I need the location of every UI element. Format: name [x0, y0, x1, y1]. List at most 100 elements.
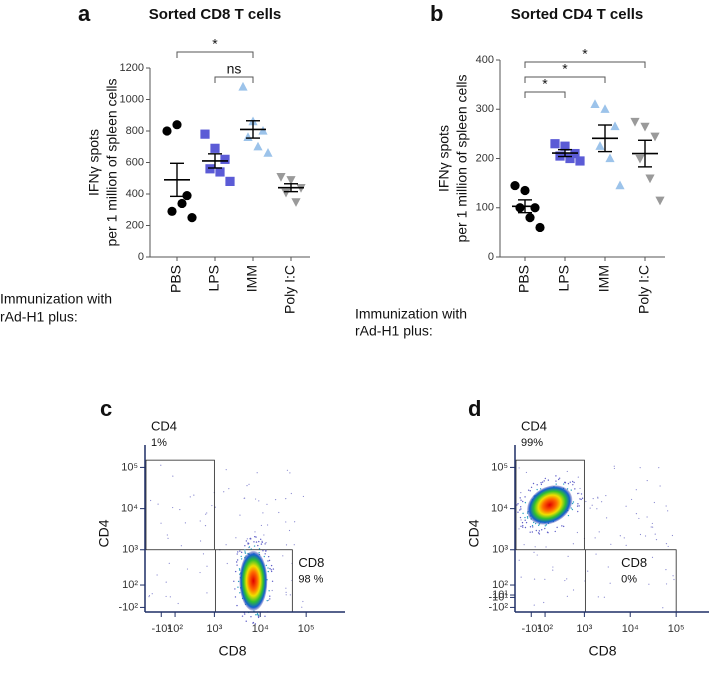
event-dot: [160, 522, 162, 524]
dot: [205, 164, 215, 174]
event-dot: [536, 488, 538, 491]
x-tick-label: LPS: [206, 265, 222, 291]
event-dot: [527, 489, 530, 491]
event-dot: [662, 607, 664, 609]
y-tick-label: -10²: [488, 601, 508, 613]
event-dot: [536, 554, 538, 556]
significance-label: *: [542, 76, 548, 92]
event-dot: [250, 615, 252, 618]
event-dot: [650, 526, 652, 528]
event-dot: [571, 480, 574, 483]
event-dot: [234, 570, 237, 573]
event-dot: [533, 551, 535, 553]
dot: [640, 122, 650, 132]
event-dot: [241, 615, 244, 617]
event-dot: [285, 591, 287, 593]
event-dot: [639, 533, 642, 536]
event-dot: [166, 534, 168, 536]
event-dot: [199, 571, 201, 574]
event-dot: [629, 579, 631, 582]
event-dot: [302, 495, 305, 498]
panel-letter: d: [468, 396, 481, 421]
event-dot: [150, 499, 152, 502]
event-dot: [263, 555, 265, 558]
significance-bracket: [214, 76, 254, 83]
event-dot: [572, 483, 574, 486]
event-dot: [254, 531, 256, 533]
dot: [215, 167, 225, 177]
event-dot: [302, 600, 304, 603]
event-dot: [264, 543, 266, 545]
event-dot: [532, 482, 535, 485]
event-dot: [596, 508, 598, 510]
event-dot: [591, 504, 593, 506]
event-dot: [254, 498, 257, 500]
event-dot: [206, 565, 208, 567]
dot: [177, 198, 187, 209]
dot: [565, 153, 575, 164]
event-dot: [651, 526, 654, 528]
event-dot: [157, 503, 159, 505]
event-dot: [576, 505, 579, 507]
event-dot: [573, 481, 575, 484]
event-dot: [532, 521, 535, 524]
gate-name: CD8: [621, 555, 647, 570]
event-dot: [223, 491, 225, 493]
gate-percent: 98 %: [298, 574, 323, 586]
x-tick-label: 10³: [576, 623, 592, 635]
event-dot: [585, 500, 587, 503]
event-dot: [234, 588, 236, 590]
x-tick-label: IMM: [244, 265, 260, 292]
event-dot: [589, 507, 591, 509]
event-dot: [540, 483, 543, 486]
event-dot: [630, 498, 633, 501]
event-dot: [539, 488, 542, 490]
event-dot: [186, 568, 189, 570]
event-dot: [562, 483, 565, 485]
event-dot: [240, 558, 243, 560]
panel-letter: c: [100, 396, 112, 421]
event-dot: [265, 542, 267, 544]
event-dot: [288, 529, 291, 532]
event-dot: [193, 494, 195, 496]
event-dot: [206, 592, 208, 594]
event-dot: [268, 559, 271, 562]
event-dot: [613, 465, 615, 467]
event-dot: [272, 568, 275, 570]
event-dot: [261, 541, 263, 543]
event-dot: [572, 501, 575, 503]
event-dot: [530, 486, 533, 489]
y-axis-label: IFNγ spots: [86, 129, 102, 196]
x-tick-label: -10¹: [151, 623, 171, 635]
event-dot: [572, 543, 574, 545]
event-dot: [524, 501, 527, 504]
x-axis-label: rAd-H1 plus:: [0, 309, 78, 325]
event-dot: [646, 516, 648, 518]
event-dot: [285, 498, 287, 500]
dot: [182, 190, 192, 201]
event-dot: [561, 525, 563, 527]
event-dot: [204, 525, 207, 527]
event-dot: [580, 498, 582, 501]
event-dot: [654, 533, 656, 535]
y-tick-label: -10²: [118, 601, 138, 613]
y-tick-label: 200: [476, 152, 494, 164]
dot: [515, 203, 525, 213]
y-tick-label: 800: [126, 125, 144, 137]
y-axis-label: per 1 million of spleen cells: [104, 78, 120, 246]
event-dot: [254, 535, 256, 538]
gate-name: CD8: [298, 555, 324, 570]
x-tick-label: 10⁵: [298, 623, 315, 635]
event-dot: [526, 516, 529, 518]
event-dot: [546, 531, 549, 533]
dot: [560, 141, 570, 151]
event-dot: [540, 481, 542, 484]
event-dot: [555, 480, 557, 482]
event-dot: [248, 546, 251, 548]
dot: [167, 206, 177, 216]
x-tick-label: 10²: [537, 623, 553, 635]
event-dot: [562, 525, 565, 528]
event-dot: [257, 614, 260, 616]
event-dot: [238, 568, 241, 570]
event-dot: [610, 543, 612, 545]
